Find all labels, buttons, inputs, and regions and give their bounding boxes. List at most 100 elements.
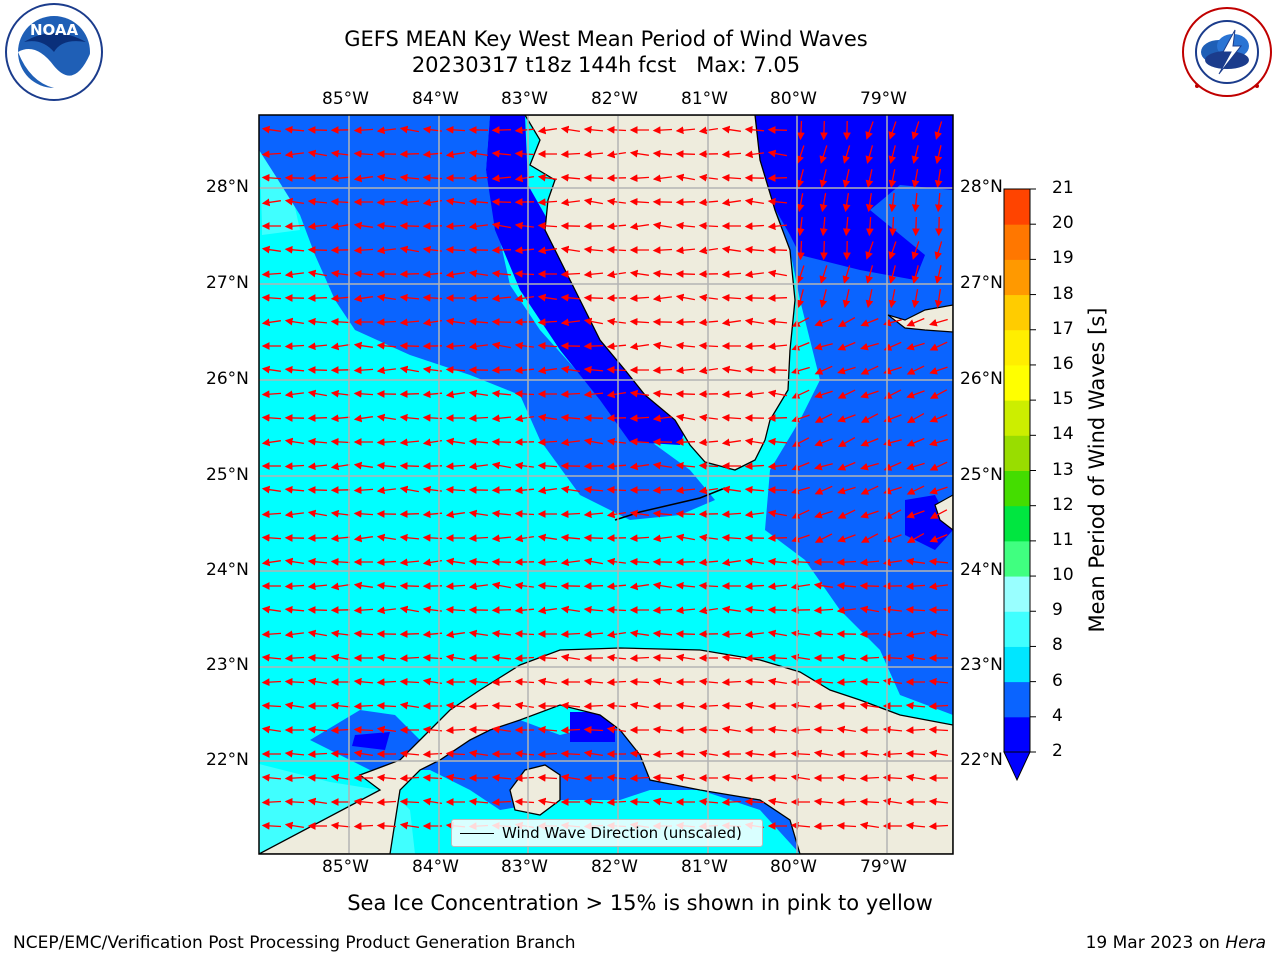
lat-label-left-24n: 24°N — [206, 560, 249, 580]
wind-wave-arrow — [353, 486, 374, 495]
footer-date-text: 19 Mar 2023 on — [1085, 933, 1226, 953]
wind-wave-arrow — [652, 629, 673, 638]
wind-wave-arrow — [606, 725, 627, 734]
wind-wave-arrow — [560, 318, 580, 327]
wind-wave-arrow — [860, 485, 879, 495]
wind-wave-arrow — [721, 725, 742, 734]
wind-wave-arrow — [744, 701, 765, 710]
wind-wave-arrow — [721, 390, 742, 399]
wind-wave-arrow — [836, 821, 857, 830]
wind-wave-arrow — [652, 221, 673, 230]
wind-wave-arrow — [906, 437, 925, 447]
wind-wave-arrow — [911, 265, 920, 284]
wind-wave-arrow — [307, 269, 328, 278]
wind-wave-arrow — [514, 269, 535, 278]
wind-wave-arrow — [767, 149, 788, 158]
wind-wave-arrow — [791, 509, 810, 519]
wind-wave-arrow — [537, 198, 558, 207]
wind-wave-arrow — [698, 606, 719, 615]
wind-wave-arrow — [468, 749, 489, 758]
wind-wave-arrow — [537, 533, 557, 542]
wind-wave-arrow — [583, 245, 604, 254]
colorbar-segment — [1004, 400, 1030, 436]
wind-wave-arrow — [376, 438, 397, 447]
wind-wave-arrow — [837, 317, 856, 328]
wind-wave-arrow — [860, 413, 879, 423]
wind-wave-arrow — [652, 581, 673, 590]
wind-wave-arrow — [888, 121, 897, 140]
wind-wave-arrow — [491, 606, 512, 614]
wind-wave-arrow — [514, 629, 535, 638]
wind-wave-arrow — [888, 193, 897, 213]
wind-wave-arrow — [330, 174, 351, 183]
wind-wave-arrow — [284, 630, 304, 639]
wind-wave-arrow — [560, 245, 581, 254]
wind-wave-arrow — [284, 797, 305, 806]
wind-wave-direction-arrows — [261, 120, 949, 831]
wind-wave-arrow — [865, 145, 874, 164]
wind-wave-arrow — [859, 582, 880, 590]
wind-wave-arrow — [652, 414, 672, 423]
wind-wave-arrow — [261, 678, 282, 687]
colorbar-segment — [1004, 576, 1030, 612]
wind-wave-arrow — [468, 509, 489, 518]
wind-wave-arrow — [859, 821, 880, 830]
wind-wave-arrow — [842, 265, 851, 284]
wind-wave-arrow — [819, 192, 828, 213]
wind-wave-arrow — [560, 485, 581, 494]
wind-wave-arrow — [491, 678, 512, 687]
wind-wave-arrow — [721, 678, 742, 687]
wind-wave-arrow — [911, 241, 920, 260]
wind-wave-arrow — [790, 749, 811, 758]
wind-wave-arrow — [537, 797, 558, 806]
wind-wave-arrow — [698, 318, 719, 327]
wind-wave-arrow — [629, 774, 650, 783]
lon-label-top-84w: 84°W — [412, 89, 459, 109]
wind-wave-arrow — [261, 701, 282, 710]
wind-wave-arrow — [767, 557, 788, 566]
wind-wave-arrow — [284, 701, 305, 710]
wind-wave-arrow — [860, 365, 879, 375]
colorbar-segment — [1004, 470, 1030, 507]
lon-label-bottom-81w: 81°W — [681, 857, 728, 877]
wind-wave-arrow — [284, 245, 305, 254]
wind-wave-arrow — [261, 125, 281, 134]
wind-wave-arrow — [330, 557, 351, 566]
wind-wave-arrow — [399, 654, 420, 663]
wind-wave-arrow — [514, 701, 535, 710]
wind-wave-arrow — [721, 701, 742, 710]
wind-wave-arrow — [721, 510, 742, 519]
colorbar-tick-label: 14 — [1052, 424, 1074, 445]
wind-wave-arrow — [330, 222, 351, 231]
wind-wave-arrow — [698, 581, 719, 590]
wind-wave-arrow — [606, 773, 627, 782]
wind-wave-arrow — [606, 605, 627, 614]
wind-wave-arrow — [906, 485, 925, 495]
wind-wave-arrow — [767, 366, 788, 374]
wind-wave-arrow — [675, 486, 696, 495]
wind-wave-arrow — [537, 725, 558, 734]
wind-wave-arrow — [791, 389, 810, 399]
wind-wave-arrow — [284, 582, 305, 591]
wind-wave-arrow — [796, 265, 805, 284]
wind-wave-arrow — [675, 510, 696, 518]
wind-wave-arrow — [652, 653, 673, 662]
wind-wave-arrow — [560, 726, 581, 735]
wind-wave-arrow — [468, 725, 489, 734]
wind-wave-arrow — [560, 749, 581, 758]
wind-wave-arrow — [537, 173, 557, 182]
wind-wave-arrow — [583, 125, 604, 134]
wind-wave-arrow — [353, 149, 374, 158]
wind-wave-arrow — [675, 126, 696, 135]
wind-wave-arrow — [767, 389, 788, 398]
wind-wave-arrow — [813, 702, 834, 711]
wind-wave-arrow — [491, 414, 512, 423]
wind-wave-arrow — [583, 557, 604, 566]
wind-wave-arrow — [652, 486, 673, 495]
wind-wave-arrow — [859, 654, 880, 663]
wind-wave-arrow — [606, 510, 627, 519]
wind-wave-arrow — [813, 749, 834, 758]
wind-wave-arrow — [629, 222, 649, 231]
wind-wave-arrow — [491, 773, 512, 782]
wind-wave-arrow — [514, 606, 535, 615]
